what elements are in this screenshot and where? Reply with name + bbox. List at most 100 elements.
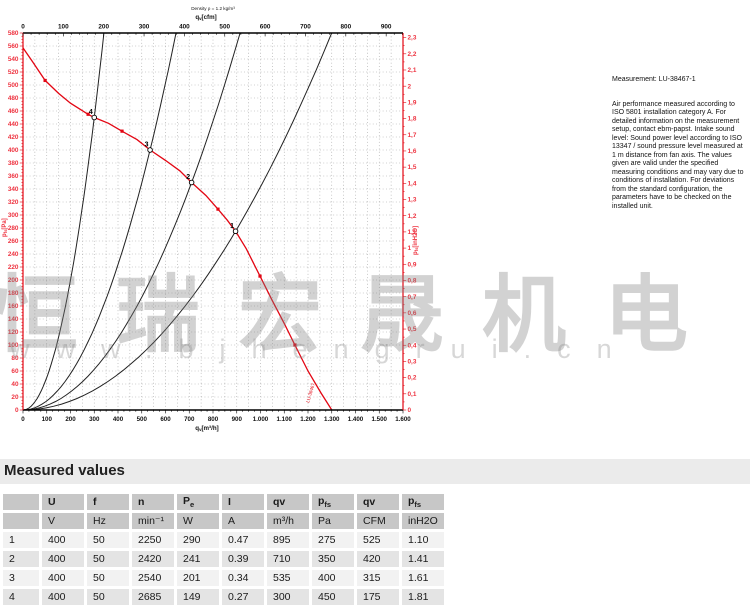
svg-text:3: 3 — [145, 142, 149, 149]
svg-text:0,9: 0,9 — [408, 261, 417, 268]
measured-values-band: Measured values — [0, 459, 750, 484]
svg-text:1,7: 1,7 — [408, 132, 417, 139]
cell-value: 201 — [177, 570, 219, 586]
svg-text:260: 260 — [8, 238, 19, 245]
cell-value: 50 — [87, 551, 129, 567]
col-header: I — [222, 494, 264, 510]
svg-text:500: 500 — [137, 416, 148, 423]
col-unit: Hz — [87, 513, 129, 529]
svg-text:600: 600 — [260, 24, 271, 31]
row-number: 3 — [3, 570, 39, 586]
cell-value: 50 — [87, 570, 129, 586]
svg-text:180: 180 — [8, 290, 19, 297]
performance-chart: 1 2 3 4 LU-38467 0 20 40 60 80 100 120 140 160 180 200 2… — [0, 0, 420, 434]
col-unit: min⁻¹ — [132, 513, 174, 529]
curve-end-label: LU-38467 — [305, 382, 316, 403]
svg-text:1: 1 — [408, 245, 412, 252]
cell-value: 2250 — [132, 532, 174, 548]
cell-value: 0.27 — [222, 589, 264, 605]
svg-text:900: 900 — [232, 416, 243, 423]
cell-value: 400 — [42, 589, 84, 605]
svg-text:500: 500 — [219, 24, 230, 31]
cell-value: 350 — [312, 551, 354, 567]
svg-text:340: 340 — [8, 186, 19, 193]
corner-cell — [3, 494, 39, 510]
svg-text:0,8: 0,8 — [408, 278, 417, 285]
svg-text:pfs[Pa]: pfs[Pa] — [2, 218, 8, 237]
col-unit: Pa — [312, 513, 354, 529]
svg-text:0: 0 — [15, 407, 19, 414]
svg-text:0: 0 — [21, 416, 25, 423]
cell-value: 535 — [267, 570, 309, 586]
svg-text:0,6: 0,6 — [408, 310, 417, 317]
svg-text:2,2: 2,2 — [408, 51, 417, 58]
svg-text:140: 140 — [8, 316, 19, 323]
col-header: pfs — [402, 494, 444, 510]
svg-text:100: 100 — [8, 342, 19, 349]
svg-text:1: 1 — [230, 223, 234, 230]
svg-text:1.500: 1.500 — [372, 416, 388, 423]
svg-text:200: 200 — [8, 277, 19, 284]
svg-text:qv[cfm]: qv[cfm] — [195, 14, 216, 21]
svg-text:1.000: 1.000 — [253, 416, 269, 423]
cell-value: 290 — [177, 532, 219, 548]
cell-value: 2685 — [132, 589, 174, 605]
svg-text:540: 540 — [8, 56, 19, 63]
svg-text:220: 220 — [8, 264, 19, 271]
svg-text:560: 560 — [8, 43, 19, 50]
svg-text:320: 320 — [8, 199, 19, 206]
cell-value: 2540 — [132, 570, 174, 586]
svg-text:700: 700 — [300, 24, 311, 31]
table-row: 4 400 50 2685 149 0.27 300 450 175 1.81 — [3, 589, 444, 605]
svg-text:100: 100 — [58, 24, 69, 31]
svg-text:160: 160 — [8, 303, 19, 310]
svg-text:0,5: 0,5 — [408, 326, 417, 333]
svg-text:100: 100 — [42, 416, 53, 423]
svg-text:360: 360 — [8, 173, 19, 180]
svg-text:1.200: 1.200 — [300, 416, 316, 423]
svg-text:580: 580 — [8, 30, 19, 37]
svg-text:1.600: 1.600 — [395, 416, 411, 423]
svg-text:0: 0 — [21, 24, 25, 31]
svg-text:4: 4 — [89, 109, 93, 116]
col-unit: inH2O — [402, 513, 444, 529]
svg-text:400: 400 — [8, 147, 19, 154]
table-row: 2 400 50 2420 241 0.39 710 350 420 1.41 — [3, 551, 444, 567]
svg-text:0,4: 0,4 — [408, 342, 417, 349]
row-number: 1 — [3, 532, 39, 548]
chart-title: Density ρ = 1.2 kg/m³ — [191, 6, 235, 11]
svg-text:200: 200 — [65, 416, 76, 423]
svg-text:1,3: 1,3 — [408, 197, 417, 204]
grid — [23, 33, 403, 410]
cell-value: 175 — [357, 589, 399, 605]
svg-text:1,2: 1,2 — [408, 213, 417, 220]
cell-value: 420 — [357, 551, 399, 567]
col-unit: m³/h — [267, 513, 309, 529]
svg-text:240: 240 — [8, 251, 19, 258]
svg-text:20: 20 — [11, 394, 19, 401]
col-unit: W — [177, 513, 219, 529]
svg-text:440: 440 — [8, 121, 19, 128]
svg-text:380: 380 — [8, 160, 19, 167]
measurement-id: Measurement: LU-38467-1 — [612, 76, 696, 83]
svg-text:2: 2 — [186, 174, 190, 181]
col-header: f — [87, 494, 129, 510]
svg-text:460: 460 — [8, 108, 19, 115]
svg-text:900: 900 — [381, 24, 392, 31]
measurement-panel: Measurement: LU-38467-1 Air performance … — [612, 76, 744, 211]
svg-text:520: 520 — [8, 69, 19, 76]
cell-value: 450 — [312, 589, 354, 605]
svg-text:600: 600 — [160, 416, 171, 423]
col-header: qv — [357, 494, 399, 510]
svg-text:1.400: 1.400 — [348, 416, 364, 423]
cell-value: 50 — [87, 532, 129, 548]
y-right-axis: 0 0,1 0,2 0,3 0,4 0,5 0,6 0,7 0,8 0,9 1 1,1 1,2 1,3 1,… — [403, 35, 419, 414]
col-header: qv — [267, 494, 309, 510]
svg-text:420: 420 — [8, 134, 19, 141]
y-left-axis: 0 20 40 60 80 100 120 140 160 180 200 220 240 260 280 3… — [2, 30, 23, 414]
corner-cell — [3, 513, 39, 529]
col-unit: A — [222, 513, 264, 529]
svg-text:0: 0 — [408, 407, 412, 414]
